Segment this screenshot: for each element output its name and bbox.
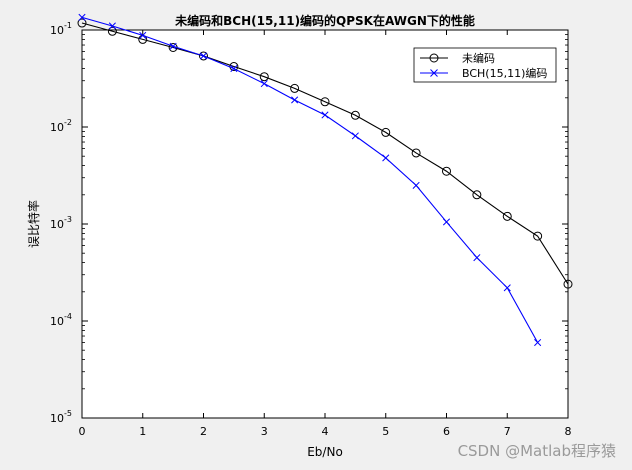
y-tick-label: 10-2 [50,118,72,134]
data-point [291,96,299,104]
data-point [472,190,482,200]
series-line [81,22,569,285]
data-point [533,231,543,241]
data-point [78,13,86,21]
y-tick-base: 10 [50,218,64,231]
x-tick-label: 8 [565,425,572,438]
data-point [503,284,511,292]
y-tick-base: 10 [50,315,64,328]
y-axis-label: 误比特率 [26,200,41,248]
x-tick-label: 6 [443,425,450,438]
y-tick-base: 10 [50,121,64,134]
x-tick-label: 5 [382,425,389,438]
x-tick-label: 2 [200,425,207,438]
y-tick-label: 10-4 [50,312,72,328]
x-tick-label: 0 [79,425,86,438]
data-point [107,26,117,36]
legend-marker-bch [430,69,438,77]
x-tick-label: 7 [504,425,511,438]
plot-area [81,29,569,419]
watermark: CSDN @Matlab程序猿 [457,442,616,460]
series-line [81,16,539,343]
legend-label-bch: BCH(15,11)编码 [462,66,547,80]
y-tick-exponent: -5 [64,409,72,418]
data-point [260,80,268,88]
y-tick-base: 10 [50,24,64,37]
data-point [199,52,208,60]
data-point [320,97,330,107]
legend: 未编码 BCH(15,11)编码 [413,47,557,83]
chart-title: 未编码和BCH(15,11)编码的QPSK在AWGN下的性能 [174,13,475,28]
y-tick-exponent: -2 [64,118,72,127]
data-point [230,65,238,73]
data-point [351,132,359,140]
data-point [382,154,390,162]
x-tick-label: 1 [139,425,146,438]
legend-marker-uncoded [429,53,439,63]
data-point [139,31,147,39]
legend-label-uncoded: 未编码 [462,51,495,65]
y-tick-base: 10 [50,412,64,425]
x-tick-label: 4 [322,425,329,438]
data-point [411,148,421,158]
x-axis-label: Eb/No [307,445,343,459]
data-point [199,51,208,61]
data-point [381,127,391,137]
data-point [259,72,269,82]
y-tick-exponent: -1 [64,21,72,30]
data-point [442,218,451,226]
y-tick-label: 10-1 [50,21,72,37]
data-point [321,111,329,119]
y-tick-label: 10-3 [50,215,72,231]
y-tick-exponent: -3 [64,215,72,224]
data-point [563,279,573,289]
data-point [502,211,512,221]
data-point [77,18,87,28]
data-point [473,254,481,262]
data-point [442,166,451,176]
data-point [412,181,420,189]
data-point [534,338,542,347]
series-bch [78,13,542,347]
data-point [108,22,116,30]
y-tick-exponent: -4 [64,312,72,321]
series-uncoded [77,18,573,289]
x-tick-label: 3 [261,425,268,438]
data-point [169,42,177,50]
data-point [350,110,360,120]
y-tick-label: 10-5 [50,409,72,425]
data-point [290,83,300,93]
